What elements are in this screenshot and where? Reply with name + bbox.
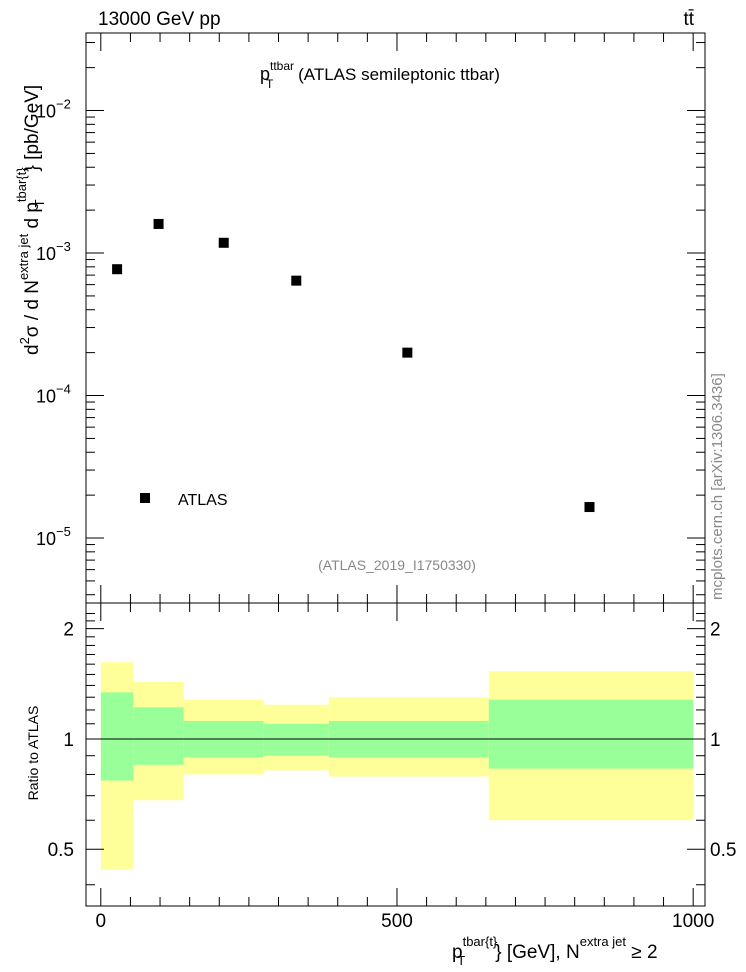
ratio-ytick-label-right: 2 [710, 620, 721, 641]
inner-band-1 [133, 707, 184, 765]
ratio-ytick-label: 2 [63, 620, 74, 641]
xtick-label: 500 [381, 911, 413, 932]
x-axis-label: ptbar{t} T} [GeV], Nextra jet ≥ 2 [452, 934, 658, 968]
y-ratio-label: Ratio to ATLAS [25, 706, 41, 801]
main-y-ticks: 10−5 10−4 10−3 10−2 [36, 42, 705, 596]
legend-marker [140, 493, 150, 503]
ratio-ytick-label-right: 1 [710, 730, 721, 751]
xtick-label: 0 [96, 911, 107, 932]
main-ytick-label: 10−4 [36, 382, 71, 407]
ratio-ytick-label: 1 [63, 730, 74, 751]
data-point [112, 264, 123, 275]
legend-label: ATLAS [178, 492, 228, 509]
ratio-ytick-label: 0.5 [48, 840, 74, 861]
xtick-label: 1000 [672, 911, 714, 932]
data-point [218, 237, 229, 248]
ratio-ytick-label-right: 0.5 [710, 840, 736, 861]
data-point [402, 347, 413, 358]
header-left: 13000 GeV pp [98, 9, 221, 30]
data-markers [112, 218, 595, 513]
inner-band-0 [100, 692, 134, 781]
data-point [291, 275, 302, 286]
side-credit: mcplots.cern.ch [arXiv:1306.3436] [709, 373, 726, 600]
ratio-y-ticks: 0.5 0.5 1 1 2 2 [48, 612, 736, 886]
main-ytick-label: 10−3 [36, 239, 71, 264]
ratio-bands [100, 662, 694, 870]
inner-band-3 [263, 723, 329, 756]
analysis-id: (ATLAS_2019_I1750330) [318, 557, 476, 573]
main-ytick-label: 10−2 [36, 97, 71, 122]
ratio-frame [85, 602, 706, 907]
main-ytick-label: 10−5 [36, 524, 71, 549]
y-main-label: d2σ / d Nextra jet d ptbar{t}T} [pb/GeV] [14, 85, 47, 355]
data-point [584, 502, 595, 513]
plot-title: pttbar T (ATLAS semileptonic ttbar) [260, 59, 500, 91]
data-point [153, 218, 164, 229]
inner-band-5 [488, 699, 694, 769]
x-ticks: 0 500 1000 [96, 33, 714, 932]
svg-text:d2σ / d Nextra jet d ptbar{t}T: d2σ / d Nextra jet d ptbar{t}T} [pb/GeV] [14, 85, 47, 355]
header-right: tt̄ [683, 9, 694, 30]
main-frame [85, 32, 706, 604]
